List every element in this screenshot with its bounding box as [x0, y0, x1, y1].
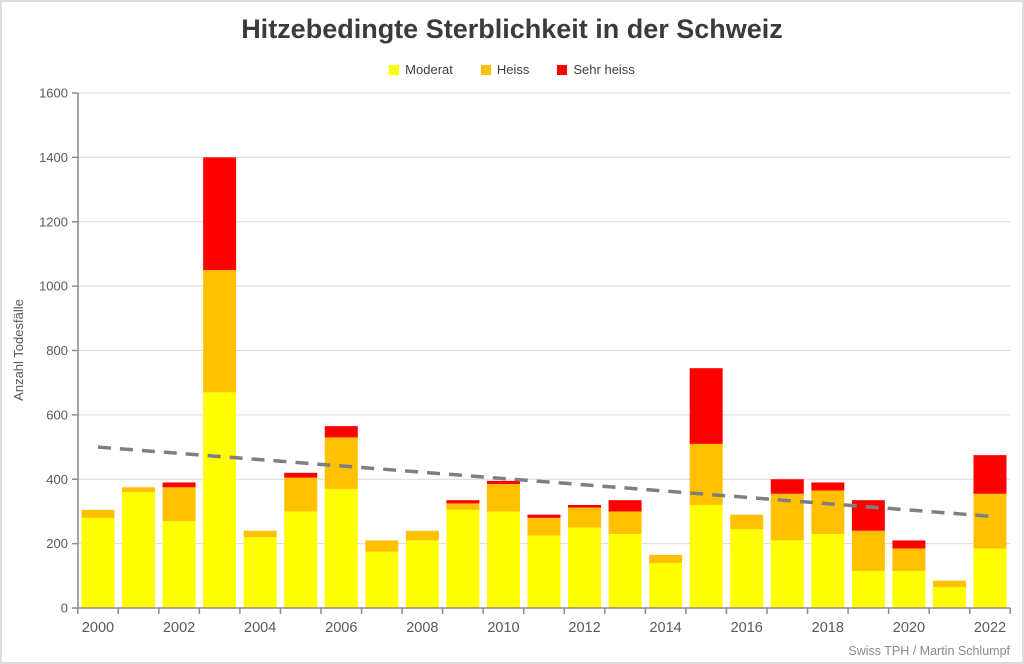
bar-2011-sehr-heiss [527, 514, 561, 518]
bar-2014-heiss [649, 554, 683, 563]
y-tick-label-400: 400 [46, 472, 68, 487]
x-tick-label-2018: 2018 [812, 620, 844, 636]
bar-2012-heiss [568, 507, 602, 528]
bar-2000-moderat [81, 517, 115, 608]
x-tick-label-2010: 2010 [487, 620, 519, 636]
bar-2003-sehr-heiss [203, 157, 237, 271]
bar-2018-moderat [811, 533, 845, 608]
bar-2016-moderat [730, 529, 764, 608]
bar-2003-moderat [203, 392, 237, 608]
bar-2015-sehr-heiss [689, 368, 723, 444]
x-tick-label-2002: 2002 [163, 620, 195, 636]
bar-2004-heiss [243, 530, 277, 538]
bar-2007-moderat [365, 551, 399, 608]
bar-2001-heiss [122, 487, 156, 493]
bar-2022-sehr-heiss [973, 455, 1007, 494]
bar-2002-sehr-heiss [162, 482, 196, 488]
bar-2012-moderat [568, 527, 602, 608]
bar-2018-sehr-heiss [811, 482, 845, 491]
bar-2013-moderat [608, 533, 642, 608]
x-tick-label-2004: 2004 [244, 620, 276, 636]
bar-2005-heiss [284, 477, 318, 512]
bar-2021-moderat [932, 587, 966, 608]
bar-2005-sehr-heiss [284, 472, 318, 478]
y-tick-label-200: 200 [46, 536, 68, 551]
y-tick-label-1200: 1200 [39, 214, 68, 229]
chart-title: Hitzebedingte Sterblichkeit in der Schwe… [241, 14, 783, 44]
y-tick-label-1400: 1400 [39, 150, 68, 165]
bar-2014-moderat [649, 562, 683, 608]
legend: Moderat Heiss Sehr heiss [2, 62, 1022, 77]
bar-2000-heiss [81, 509, 115, 518]
bar-2003-heiss [203, 270, 237, 393]
bar-2017-moderat [770, 540, 804, 608]
bar-2009-sehr-heiss [446, 500, 480, 504]
bar-2020-moderat [892, 570, 926, 608]
bar-2002-heiss [162, 487, 196, 522]
x-tick-label-2014: 2014 [649, 620, 681, 636]
bar-2002-moderat [162, 521, 196, 608]
bar-2004-moderat [243, 537, 277, 608]
legend-item-heiss: Heiss [480, 62, 530, 77]
bar-2021-heiss [932, 580, 966, 588]
bar-2011-moderat [527, 535, 561, 608]
bar-2007-heiss [365, 540, 399, 552]
bar-2008-moderat [405, 540, 439, 608]
legend-label: Heiss [496, 62, 530, 77]
bar-2010-moderat [486, 511, 520, 608]
y-tick-label-600: 600 [46, 407, 68, 422]
x-tick-label-2012: 2012 [568, 620, 600, 636]
bar-2001-moderat [122, 492, 156, 608]
bar-2010-sehr-heiss [486, 480, 520, 485]
bar-2013-sehr-heiss [608, 500, 642, 512]
bar-2012-sehr-heiss [568, 505, 602, 508]
x-tick-label-2006: 2006 [325, 620, 357, 636]
bar-2022-moderat [973, 548, 1007, 608]
legend-item-moderat: Moderat [389, 62, 453, 77]
bar-2011-heiss [527, 517, 561, 536]
bar-2019-heiss [851, 530, 885, 571]
bar-2010-heiss [486, 484, 520, 512]
x-tick-label-2008: 2008 [406, 620, 438, 636]
bar-2022-heiss [973, 493, 1007, 549]
y-tick-label-800: 800 [46, 343, 68, 358]
x-tick-label-2020: 2020 [893, 620, 925, 636]
bar-2006-heiss [324, 437, 358, 489]
y-tick-label-1600: 1600 [39, 86, 68, 101]
bar-2020-heiss [892, 548, 926, 571]
legend-swatch-icon [389, 64, 400, 75]
bar-2006-moderat [324, 488, 358, 608]
bar-2005-moderat [284, 511, 318, 608]
bar-2013-heiss [608, 511, 642, 534]
attribution: Swiss TPH / Martin Schlumpf [848, 644, 1010, 658]
y-tick-label-0: 0 [61, 601, 68, 616]
bar-2017-sehr-heiss [770, 479, 804, 494]
y-axis-title: Anzahl Todesfälle [11, 299, 26, 401]
legend-swatch-icon [480, 64, 491, 75]
bar-2015-moderat [689, 505, 723, 608]
bar-2008-heiss [405, 530, 439, 541]
x-tick-label-2016: 2016 [731, 620, 763, 636]
bar-2009-heiss [446, 503, 480, 510]
bar-2009-moderat [446, 509, 480, 608]
trend-line [97, 445, 991, 519]
bar-2018-heiss [811, 490, 845, 534]
bar-2020-sehr-heiss [892, 540, 926, 549]
x-tick-label-2022: 2022 [974, 620, 1006, 636]
x-tick-label-2000: 2000 [82, 620, 114, 636]
bar-2016-heiss [730, 514, 764, 530]
legend-label: Sehr heiss [573, 62, 635, 77]
legend-label: Moderat [405, 62, 453, 77]
legend-item-sehr-heiss: Sehr heiss [557, 62, 635, 77]
bar-2019-moderat [851, 570, 885, 608]
y-tick-label-1000: 1000 [39, 279, 68, 294]
bar-2006-sehr-heiss [324, 426, 358, 438]
legend-swatch-icon [557, 64, 568, 75]
